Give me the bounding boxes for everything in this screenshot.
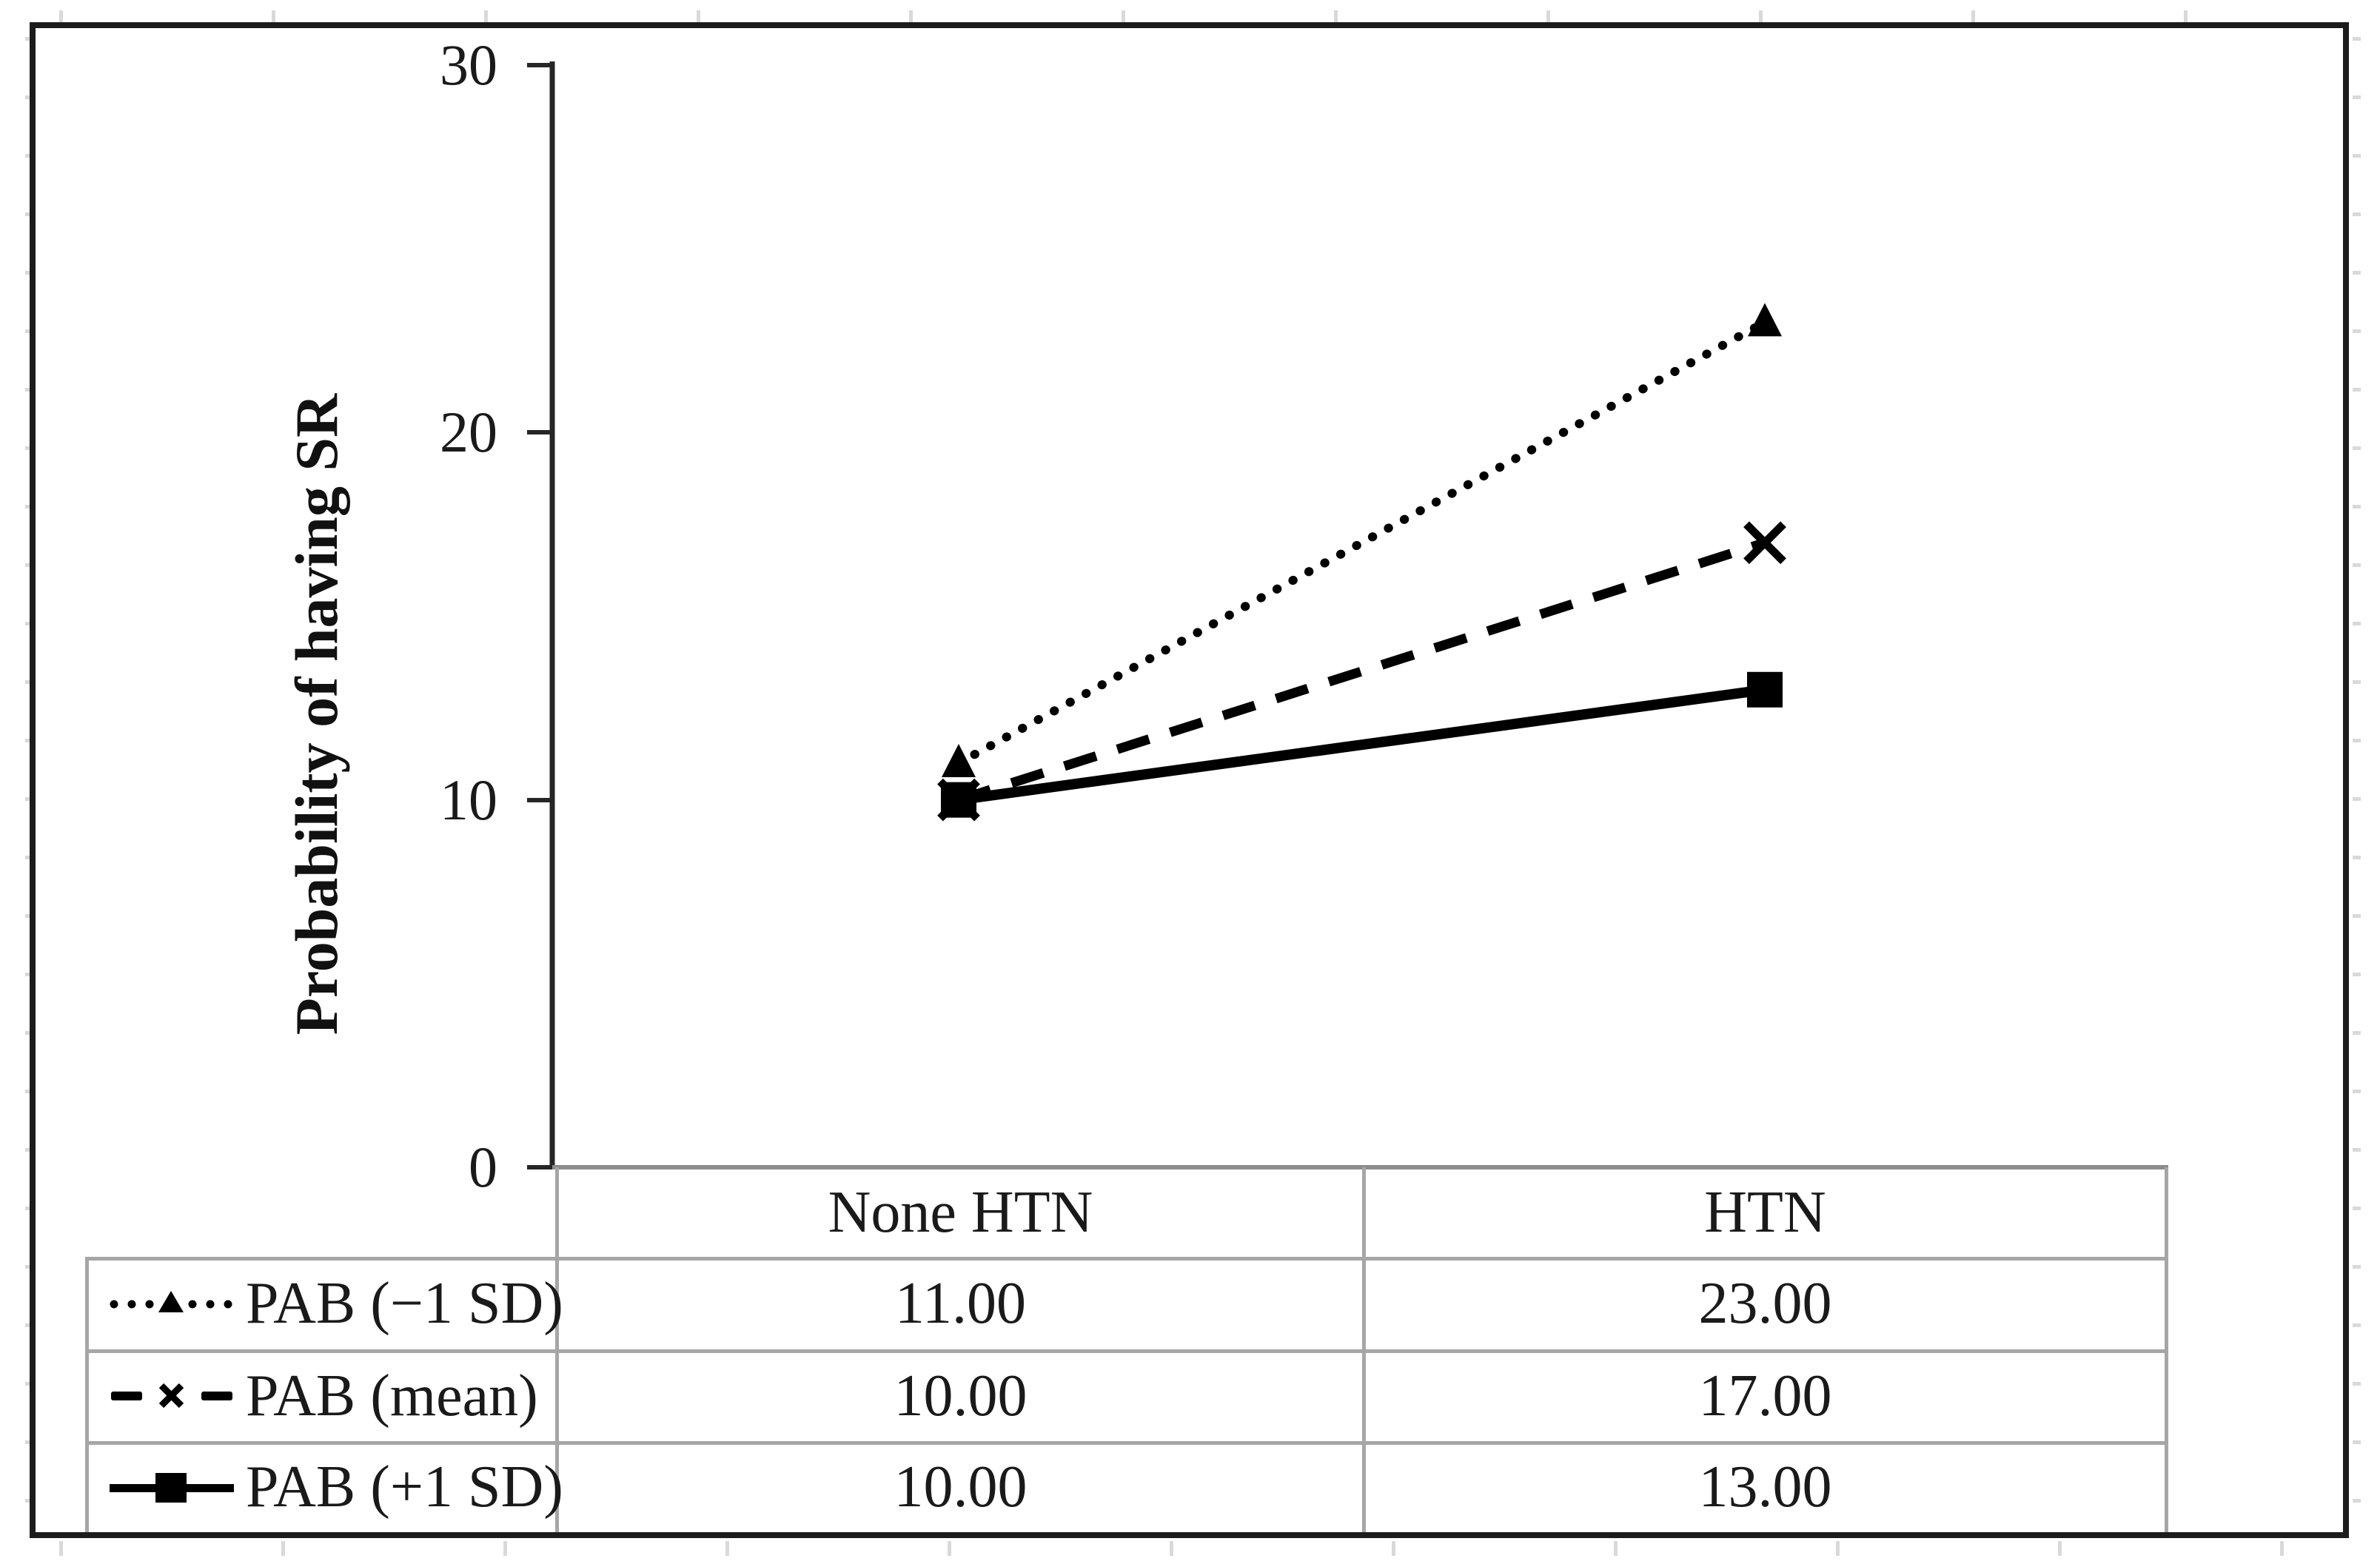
table-row-line (85, 1257, 2168, 1261)
y-tick-label-0: 0 (469, 1135, 497, 1199)
y-tick-label-20: 20 (440, 400, 497, 464)
table-right-border (2165, 1167, 2168, 1532)
marker-triangle-icon (1748, 303, 1782, 337)
table-row-line (85, 1349, 2168, 1353)
legend-label: PAB (mean) (246, 1363, 538, 1429)
table-value: 17.00 (1698, 1363, 1832, 1429)
y-tick-label-10: 10 (440, 768, 497, 832)
marker-square-icon (1747, 671, 1783, 708)
table-header-htn: HTN (1704, 1179, 1826, 1245)
solid-square-marker-icon (110, 1472, 234, 1503)
series-line-solid (958, 684, 1766, 805)
table-row-line (85, 1441, 2168, 1445)
legend-label: PAB (−1 SD) (246, 1271, 563, 1336)
series-layer (937, 303, 1786, 822)
legend-item-pab-mean: PAB (mean) (89, 1353, 555, 1439)
dash-x-marker-icon (111, 1383, 232, 1409)
table-left-border (85, 1257, 89, 1532)
y-tick-label-30: 30 (440, 33, 497, 97)
marker-x-icon (1743, 521, 1786, 565)
table-value: 13.00 (1698, 1454, 1832, 1520)
figure-border (30, 22, 2349, 1538)
table-value: 23.00 (1698, 1271, 1832, 1336)
series-line-dotted (954, 318, 1769, 768)
table-header-none-htn: None HTN (828, 1179, 1093, 1245)
legend-item-pab-minus-1sd: PAB (−1 SD) (89, 1261, 563, 1347)
table-value: 10.00 (894, 1363, 1028, 1429)
series-line-dashed (957, 538, 1766, 805)
marker-triangle-icon (942, 744, 976, 778)
legend-label: PAB (+1 SD) (246, 1454, 563, 1520)
table-column-line (555, 1167, 559, 1532)
marker-square-icon (941, 782, 976, 818)
table-column-line (1362, 1167, 1366, 1532)
dotted-triangle-marker-icon (110, 1290, 232, 1312)
table-value: 11.00 (894, 1271, 1027, 1336)
x-axis-line (552, 1165, 2168, 1169)
table-value: 10.00 (894, 1454, 1028, 1520)
legend-item-pab-plus-1sd: PAB (+1 SD) (89, 1445, 563, 1530)
